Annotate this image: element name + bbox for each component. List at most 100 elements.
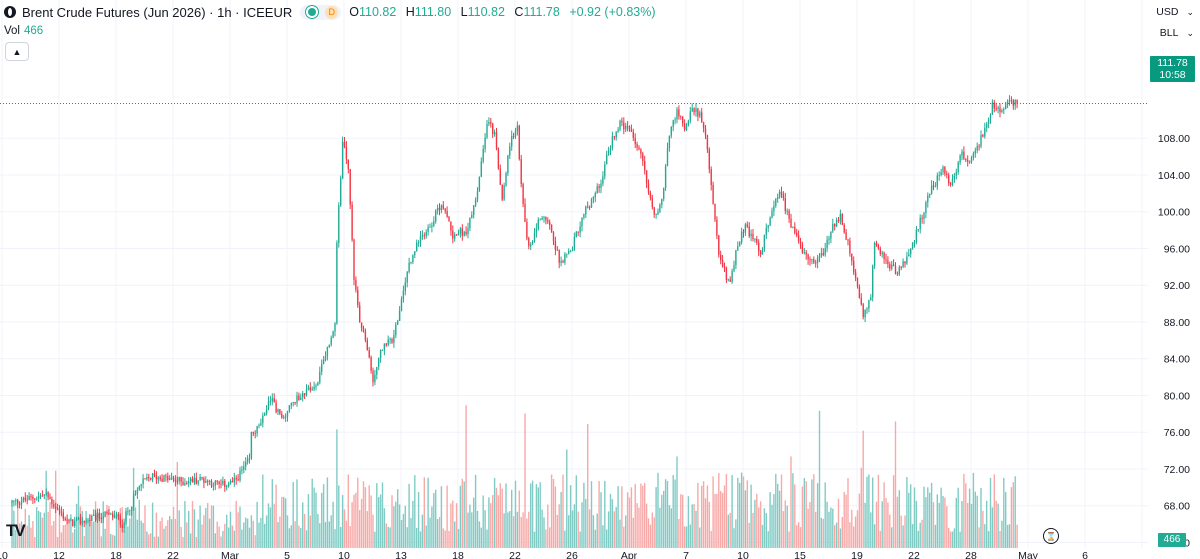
volume-bar [163,528,165,548]
candle-body [590,199,593,208]
volume-bar [108,505,110,548]
volume-bar [919,522,921,548]
candle-body [465,231,467,235]
volume-bar [250,515,253,548]
candle-body [910,248,912,255]
candle-body [231,481,234,483]
candle-body [824,248,826,255]
volume-bar [830,507,832,548]
price-axis[interactable]: 64.0068.0072.0076.0080.0084.0088.0092.00… [1158,133,1190,549]
candle-body [651,197,653,208]
volume-bar [995,500,997,548]
symbol-title[interactable]: Brent Crude Futures (Jun 2026) · 1h · IC… [22,4,293,20]
candle-body [623,122,625,130]
candle-body [241,469,243,471]
candle-body [693,108,695,113]
status-pills[interactable]: D [300,4,342,20]
volume-bar [765,513,767,548]
candle-body [965,158,967,160]
volume-bar [366,511,368,548]
candle-body [478,176,481,191]
volume-bar [467,512,469,548]
volume-bar [100,536,102,548]
candle-body [55,506,57,509]
candle-body [379,350,382,359]
currency-selector[interactable]: USD ⌄ [1156,6,1194,18]
candle-body [81,521,83,524]
volume-bar [702,481,705,548]
volume-bar [125,511,127,548]
volume-bar [577,511,579,548]
time-axis[interactable]: 10 12 18 22 Mar 5 10 13 18 22 26 Apr 7 10 15 19 22 28 May 6 [0,550,1088,559]
candle-body [476,190,479,200]
candle-body [560,261,562,263]
volume-bar [862,430,864,548]
volume-bar [526,518,528,548]
candle-body [642,153,644,162]
candle-body [134,493,137,496]
candle-body [364,331,367,341]
candle-body [47,492,49,498]
candle-body [271,398,273,402]
candle-body [189,478,192,482]
timezone-icon[interactable]: ⌛ [1043,528,1059,544]
x-tick-label: 26 [566,550,578,559]
volume-bar [241,529,243,548]
chevron-up-icon: ▲ [12,46,22,57]
volume-bar [224,523,226,548]
candle-body [283,416,285,418]
candle-body [885,258,887,261]
candle-body [556,249,558,251]
volume-bar [376,483,378,548]
candle-body [683,123,686,130]
candle-body [927,195,929,203]
candle-body [492,123,494,135]
volume-bar [106,504,108,548]
volume-bar [96,512,99,548]
y-tick-label: 80.00 [1164,390,1190,402]
candle-body [326,347,329,357]
volume-bar [400,520,403,548]
unit-selector[interactable]: BLL ⌄ [1160,27,1194,39]
volume-bar [661,494,663,548]
volume-bar [474,474,477,548]
volume-bar [393,506,395,548]
volume-bar [799,527,802,548]
volume-bar [1014,476,1016,548]
volume-bar [201,524,203,548]
candle-body [193,477,196,483]
volume-bar [423,477,425,548]
volume-bar [695,510,697,548]
candle-body [930,185,933,194]
candle-body [845,232,847,240]
volume-bar [552,478,555,548]
candle-body [803,252,805,253]
candle-body [750,233,752,237]
volume-bar [180,526,182,548]
candle-body [62,512,64,519]
volume-bar [119,507,121,548]
candle-body [402,290,405,300]
candle-body [959,155,961,163]
volume-bar [207,502,209,548]
candle-body [435,210,437,222]
volume-bar [300,527,302,548]
candle-body [545,216,547,221]
volume-bar [153,536,156,548]
volume-bar [85,510,87,548]
candle-body [604,164,606,177]
candle-body [72,519,74,526]
tradingview-logo-icon[interactable]: TV [6,521,26,540]
collapse-legend-button[interactable]: ▲ [5,42,29,61]
candle-body [201,476,203,479]
candle-body [153,473,156,475]
candle-body [680,116,682,118]
candle-body [790,218,792,228]
candle-body [161,479,163,482]
candle-body [682,116,684,124]
volume-bar [927,487,929,548]
volume-bar [341,495,344,548]
volume-bar [626,492,629,548]
volume-bar [482,495,484,548]
